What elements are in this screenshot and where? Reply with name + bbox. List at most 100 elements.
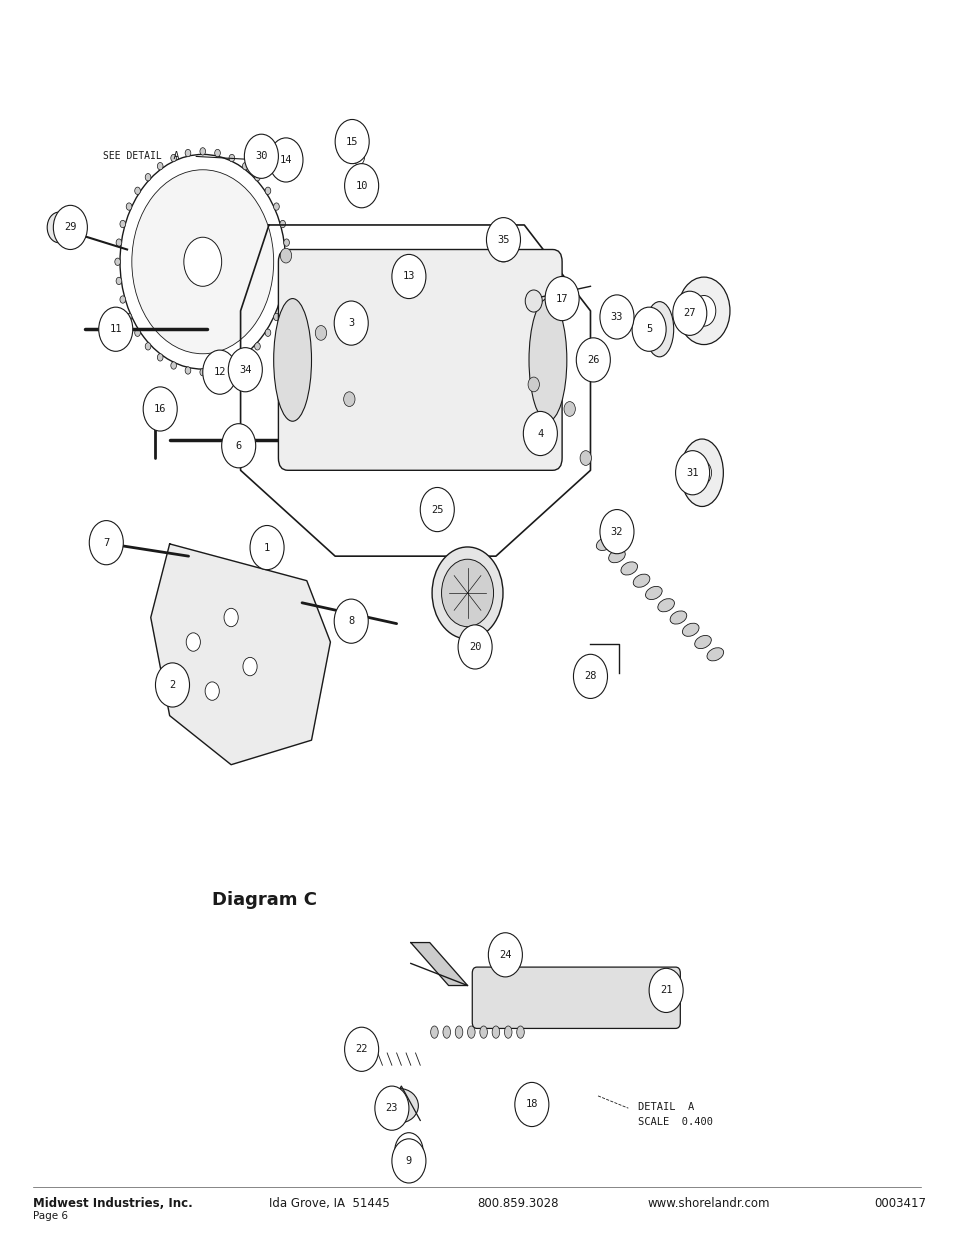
Ellipse shape <box>171 362 176 369</box>
Ellipse shape <box>280 248 292 263</box>
Circle shape <box>203 350 236 394</box>
Text: DETAIL  A
SCALE  0.400: DETAIL A SCALE 0.400 <box>638 1102 712 1126</box>
Ellipse shape <box>678 277 729 345</box>
Ellipse shape <box>134 329 140 336</box>
Text: 8: 8 <box>348 616 354 626</box>
Ellipse shape <box>120 296 126 304</box>
Ellipse shape <box>274 299 312 421</box>
Ellipse shape <box>200 368 206 375</box>
Ellipse shape <box>157 163 163 170</box>
Circle shape <box>486 217 520 262</box>
Circle shape <box>335 120 369 163</box>
Ellipse shape <box>212 357 235 388</box>
Ellipse shape <box>517 1026 524 1039</box>
Ellipse shape <box>279 220 285 227</box>
Ellipse shape <box>116 277 122 284</box>
Ellipse shape <box>134 188 140 194</box>
Circle shape <box>392 1139 425 1183</box>
Ellipse shape <box>441 559 493 626</box>
Text: 13: 13 <box>402 272 415 282</box>
Ellipse shape <box>171 154 176 162</box>
Text: 35: 35 <box>497 235 509 245</box>
Text: Ida Grove, IA  51445: Ida Grove, IA 51445 <box>269 1198 389 1210</box>
Ellipse shape <box>214 367 220 374</box>
Circle shape <box>344 163 378 207</box>
Text: 22: 22 <box>355 1045 368 1055</box>
Text: 6: 6 <box>235 441 241 451</box>
Ellipse shape <box>238 359 257 384</box>
Text: 5: 5 <box>645 325 652 335</box>
Text: 7: 7 <box>103 537 110 547</box>
Text: 2: 2 <box>170 680 175 690</box>
Ellipse shape <box>157 353 163 361</box>
Circle shape <box>334 301 368 345</box>
Circle shape <box>392 254 425 299</box>
Ellipse shape <box>47 212 71 243</box>
Ellipse shape <box>132 169 274 353</box>
Circle shape <box>344 1028 378 1072</box>
Text: Diagram C: Diagram C <box>212 890 317 909</box>
Ellipse shape <box>529 299 566 421</box>
Text: 28: 28 <box>583 672 597 682</box>
Ellipse shape <box>489 225 517 262</box>
Ellipse shape <box>126 203 132 210</box>
Text: 11: 11 <box>110 325 122 335</box>
Polygon shape <box>151 543 330 764</box>
Ellipse shape <box>229 362 234 369</box>
Ellipse shape <box>285 258 291 266</box>
Ellipse shape <box>692 461 711 485</box>
Ellipse shape <box>608 550 624 563</box>
Text: 30: 30 <box>254 151 268 162</box>
Circle shape <box>599 295 634 340</box>
Text: 32: 32 <box>610 526 622 537</box>
Ellipse shape <box>265 188 271 194</box>
Text: 25: 25 <box>431 505 443 515</box>
Ellipse shape <box>274 314 279 321</box>
Circle shape <box>334 599 368 643</box>
Ellipse shape <box>706 647 723 661</box>
Circle shape <box>250 526 284 569</box>
Circle shape <box>98 308 132 351</box>
Ellipse shape <box>243 657 257 676</box>
Ellipse shape <box>242 353 248 361</box>
Ellipse shape <box>455 1026 462 1039</box>
Circle shape <box>576 338 610 382</box>
Polygon shape <box>411 942 467 986</box>
Ellipse shape <box>479 1026 487 1039</box>
Text: 4: 4 <box>537 429 543 438</box>
Circle shape <box>488 932 522 977</box>
Ellipse shape <box>184 237 221 287</box>
Circle shape <box>573 655 607 699</box>
Circle shape <box>228 347 262 391</box>
Ellipse shape <box>242 163 248 170</box>
Ellipse shape <box>633 574 649 588</box>
Circle shape <box>155 663 190 708</box>
Ellipse shape <box>467 1026 475 1039</box>
Circle shape <box>244 135 278 178</box>
Ellipse shape <box>214 149 220 157</box>
Ellipse shape <box>442 1026 450 1039</box>
Circle shape <box>420 488 454 531</box>
Ellipse shape <box>283 238 289 246</box>
Ellipse shape <box>229 154 234 162</box>
Ellipse shape <box>342 133 361 158</box>
Ellipse shape <box>579 451 591 466</box>
Text: 1: 1 <box>264 542 270 552</box>
Text: 14: 14 <box>279 154 292 165</box>
Circle shape <box>648 968 682 1013</box>
Ellipse shape <box>692 295 715 326</box>
Ellipse shape <box>584 346 605 373</box>
Text: 21: 21 <box>659 986 672 995</box>
Ellipse shape <box>680 438 722 506</box>
Circle shape <box>672 291 706 336</box>
Text: 33: 33 <box>610 312 622 322</box>
Ellipse shape <box>186 632 200 651</box>
Ellipse shape <box>380 1088 418 1123</box>
Ellipse shape <box>430 1026 437 1039</box>
Text: 34: 34 <box>239 364 252 374</box>
Ellipse shape <box>120 220 126 227</box>
Text: 10: 10 <box>355 180 368 190</box>
Ellipse shape <box>200 148 206 156</box>
Ellipse shape <box>343 391 355 406</box>
Text: 15: 15 <box>346 137 358 147</box>
